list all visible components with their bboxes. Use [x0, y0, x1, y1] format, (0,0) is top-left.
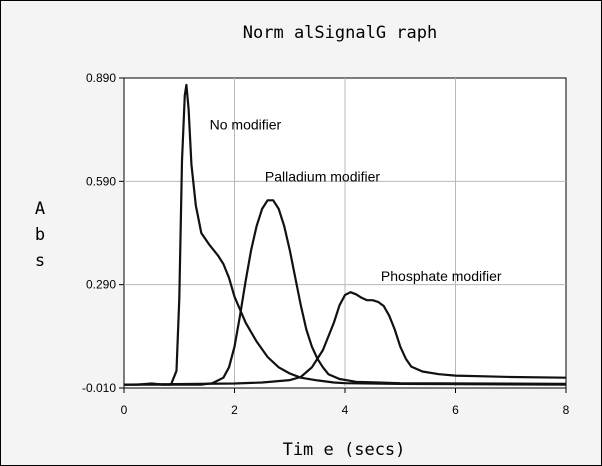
y-tick-label: 0.890	[86, 71, 116, 85]
y-tick-label: 0.290	[86, 278, 116, 292]
annotation-label: Palladium modifier	[265, 168, 380, 184]
y-axis-ticks: -0.010 0.290 0.590 0.890	[82, 71, 124, 395]
series-line-1	[124, 83, 567, 386]
x-tick-label: 0	[121, 403, 128, 417]
chart-title: Norm alSignalG raph	[243, 23, 437, 43]
x-axis-ticks: 0 2 4 6 8	[121, 388, 570, 417]
y-tick-label: -0.010	[82, 381, 116, 395]
series-line-3	[123, 291, 567, 386]
y-tick-label: 0.590	[86, 174, 116, 188]
x-tick-label: 6	[452, 403, 459, 417]
x-tick-label: 2	[231, 403, 238, 417]
annotation-label: Phosphate modifier	[381, 268, 502, 284]
series-line-2	[124, 199, 567, 386]
annotation-group: No modifier Palladium modifier Phosphate m…	[210, 117, 502, 285]
grid-lines	[124, 78, 566, 388]
series-group	[123, 83, 567, 386]
x-axis-label: Tim e (secs)	[283, 440, 406, 460]
annotation-label: No modifier	[210, 117, 282, 133]
x-tick-label: 8	[563, 403, 570, 417]
x-tick-label: 4	[342, 403, 349, 417]
